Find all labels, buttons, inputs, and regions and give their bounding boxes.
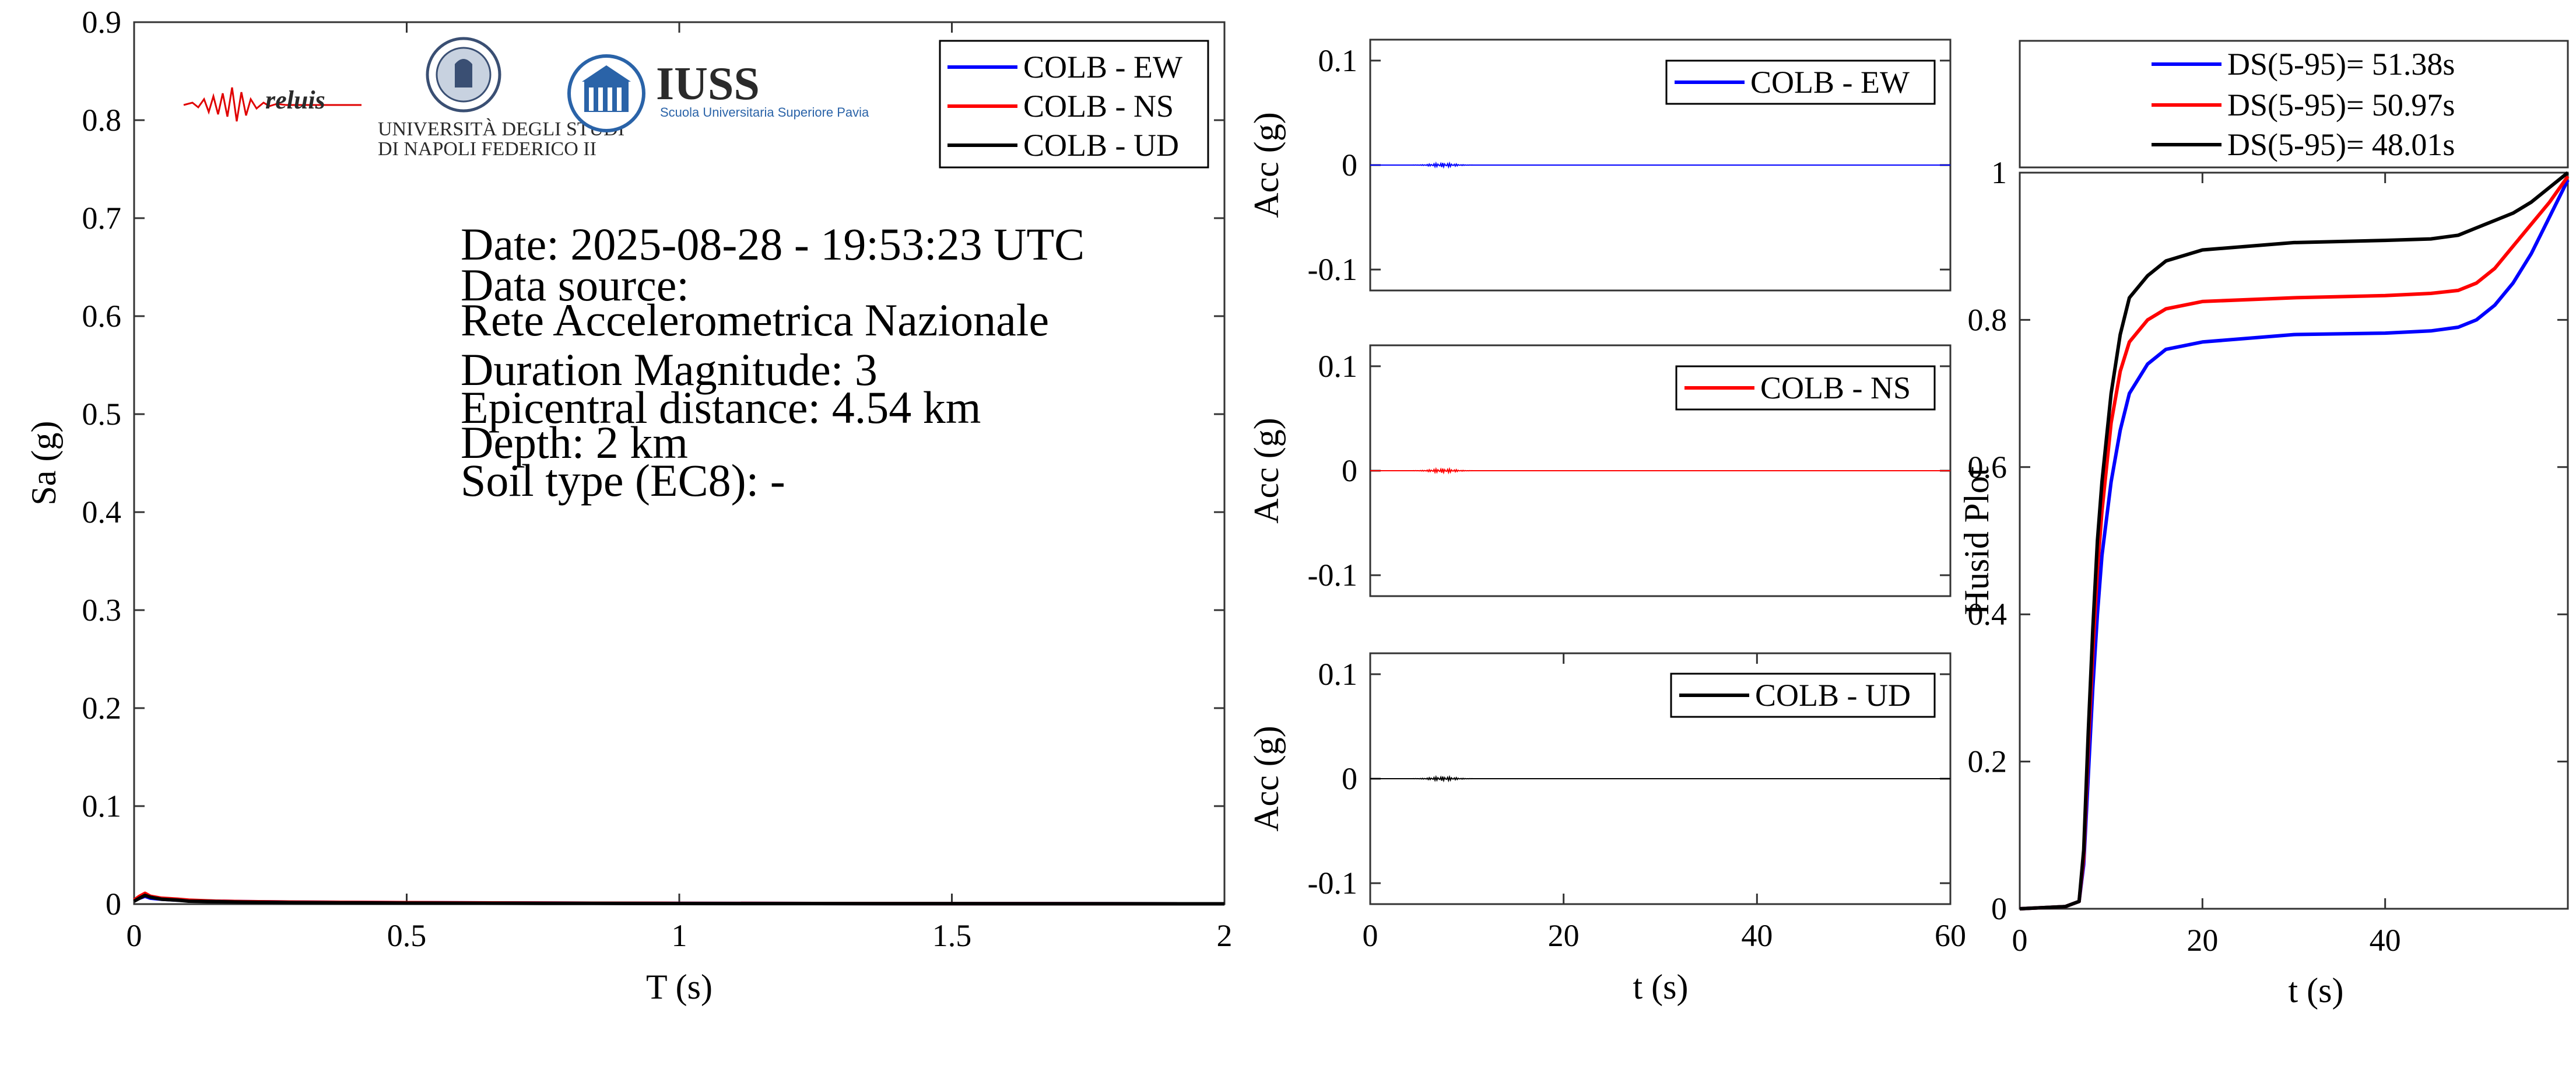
husid-xlabel: t (s) [2289,971,2344,1010]
acc-ud-legend: COLB - UD [1670,673,1936,718]
y-tick-label: 0 [106,887,121,922]
husid-legend: DS(5-95)= 51.38s DS(5-95)= 50.97s DS(5-9… [2152,47,2455,162]
iuss-subtitle: Scuola Universitaria Superiore Pavia [660,105,869,120]
y-tick-label: -0.1 [1308,558,1357,593]
legend-label-ns: COLB - NS [1760,370,1911,405]
y-tick-label: -0.1 [1308,866,1357,901]
y-tick-label: 0 [1991,891,2007,926]
acc-trace [1370,161,1950,169]
x-tick-label: 40 [1741,918,1773,953]
y-tick-label: 0.9 [82,5,122,40]
acc-ud-ylabel: Acc (g) [1247,726,1286,832]
x-tick-label: 0 [1363,918,1378,953]
legend-label-ds-ns: DS(5-95)= 50.97s [2227,87,2455,122]
spectrum-lines [133,891,1225,906]
spectrum-ylabel: Sa (g) [24,421,63,506]
acc-trace [1370,775,1950,783]
y-tick-label: 0.1 [82,789,122,824]
acc-ns-ylabel: Acc (g) [1247,418,1286,524]
info-source: Rete Accelerometrica Nazionale [461,295,1049,345]
y-tick-label: 0.8 [1968,302,2008,337]
y-tick-label: 0.8 [82,103,122,138]
series-line [133,893,1225,906]
legend-label-ud: COLB - UD [1755,678,1911,713]
spectrum-legend: COLB - EW COLB - NS COLB - UD [939,40,1209,169]
husid-ylabel: Husid Plot [1957,466,1996,615]
reluis-logo: reluis [183,86,362,122]
event-info: Date: 2025-08-28 - 19:53:23 UTC Data sou… [461,219,1085,506]
y-tick-label: 0.1 [1318,43,1358,78]
y-tick-label: 0.4 [1968,597,2008,632]
x-tick-label: 60 [1935,918,1966,953]
spectrum-xlabel: T (s) [646,968,713,1006]
husid-panel: 0 20 40 0 0.2 0.4 0.6 0.8 1 Husid Plot t (s) DS(… [1957,40,2570,1010]
spectrum-axes [133,21,1226,905]
acc-ns-panel: -0.1 0 0.1 Acc (g) COLB - NS [1247,344,1952,597]
iuss-logo: IUSS Scuola Universitaria Superiore Pavi… [567,54,869,132]
acc-ew-panel: -0.1 0 0.1 Acc (g) COLB - EW [1247,38,1952,292]
reluis-wordmark: reluis [265,86,325,114]
x-tick-label: 1.5 [932,918,972,953]
legend-label-ud: COLB - UD [1023,128,1179,163]
acc-ud-panel: 0 20 40 60-0.100.1 Acc (g) t (s) COLB - UD [1247,652,1966,1006]
x-tick-label: 0 [127,918,142,953]
info-date: Date: 2025-08-28 - 19:53:23 UTC [461,219,1085,269]
legend-label-ew: COLB - EW [1023,50,1182,85]
x-tick-label: 2 [1217,918,1233,953]
info-source-label: Data source: [461,260,689,310]
y-tick-label: 0.2 [82,691,122,726]
unina-name-line2: DI NAPOLI FEDERICO II [378,138,596,160]
legend-label-ds-ud: DS(5-95)= 48.01s [2227,127,2455,162]
y-tick-label: 0.6 [1968,450,2008,485]
legend-label-ew: COLB - EW [1750,65,1910,100]
x-tick-label: 0.5 [387,918,427,953]
legend-label-ns: COLB - NS [1023,89,1174,124]
y-tick-label: 0.1 [1318,349,1358,384]
husid-legend-box [2019,40,2569,169]
y-tick-label: 0.3 [82,593,122,628]
iuss-wordmark: IUSS [656,58,760,110]
reluis-seismogram-icon [183,87,362,122]
y-tick-label: 0.7 [82,201,122,236]
x-tick-label: 20 [2187,923,2218,958]
y-tick-label: 0 [1342,761,1357,796]
x-tick-label: 20 [1548,918,1580,953]
info-soil: Soil type (EC8): - [461,455,785,506]
acc-ns-legend: COLB - NS [1675,365,1936,411]
info-magnitude: Duration Magnitude: 3 [461,344,878,395]
y-tick-label: 0 [1342,453,1357,488]
series-line [2019,171,2569,911]
y-tick-label: 0.6 [82,299,122,334]
legend-label-ds-ew: DS(5-95)= 51.38s [2227,47,2455,82]
husid-axes [2019,171,2569,910]
x-tick-label: 1 [672,918,687,953]
x-tick-label: 0 [2012,923,2028,958]
y-tick-label: 0 [1342,148,1357,183]
info-depth: Depth: 2 km [461,417,688,468]
y-tick-label: 0.2 [1968,744,2008,779]
acc-ew-ylabel: Acc (g) [1247,112,1286,218]
acc-ew-legend: COLB - EW [1665,59,1936,105]
spectrum-panel: 0 0.5 1 1.5 2 0 0.1 0.2 0.3 0.4 0.5 0.6 0.7 0.8 0.9 Sa… [24,5,1233,1006]
y-tick-label: 0.5 [82,397,122,432]
spectrum-ticks: 0 0.5 1 1.5 2 0 0.1 0.2 0.3 0.4 0.5 0.6 0.7 0.8 0.9 [82,5,1233,953]
y-tick-label: 0.1 [1318,657,1358,692]
y-tick-label: 0.4 [82,495,122,530]
y-tick-label: -0.1 [1308,252,1357,287]
acc-xlabel: t (s) [1633,968,1689,1006]
info-distance: Epicentral distance: 4.54 km [461,382,981,433]
acc-trace [1370,467,1950,475]
y-tick-label: 1 [1991,155,2007,190]
x-tick-label: 40 [2370,923,2401,958]
